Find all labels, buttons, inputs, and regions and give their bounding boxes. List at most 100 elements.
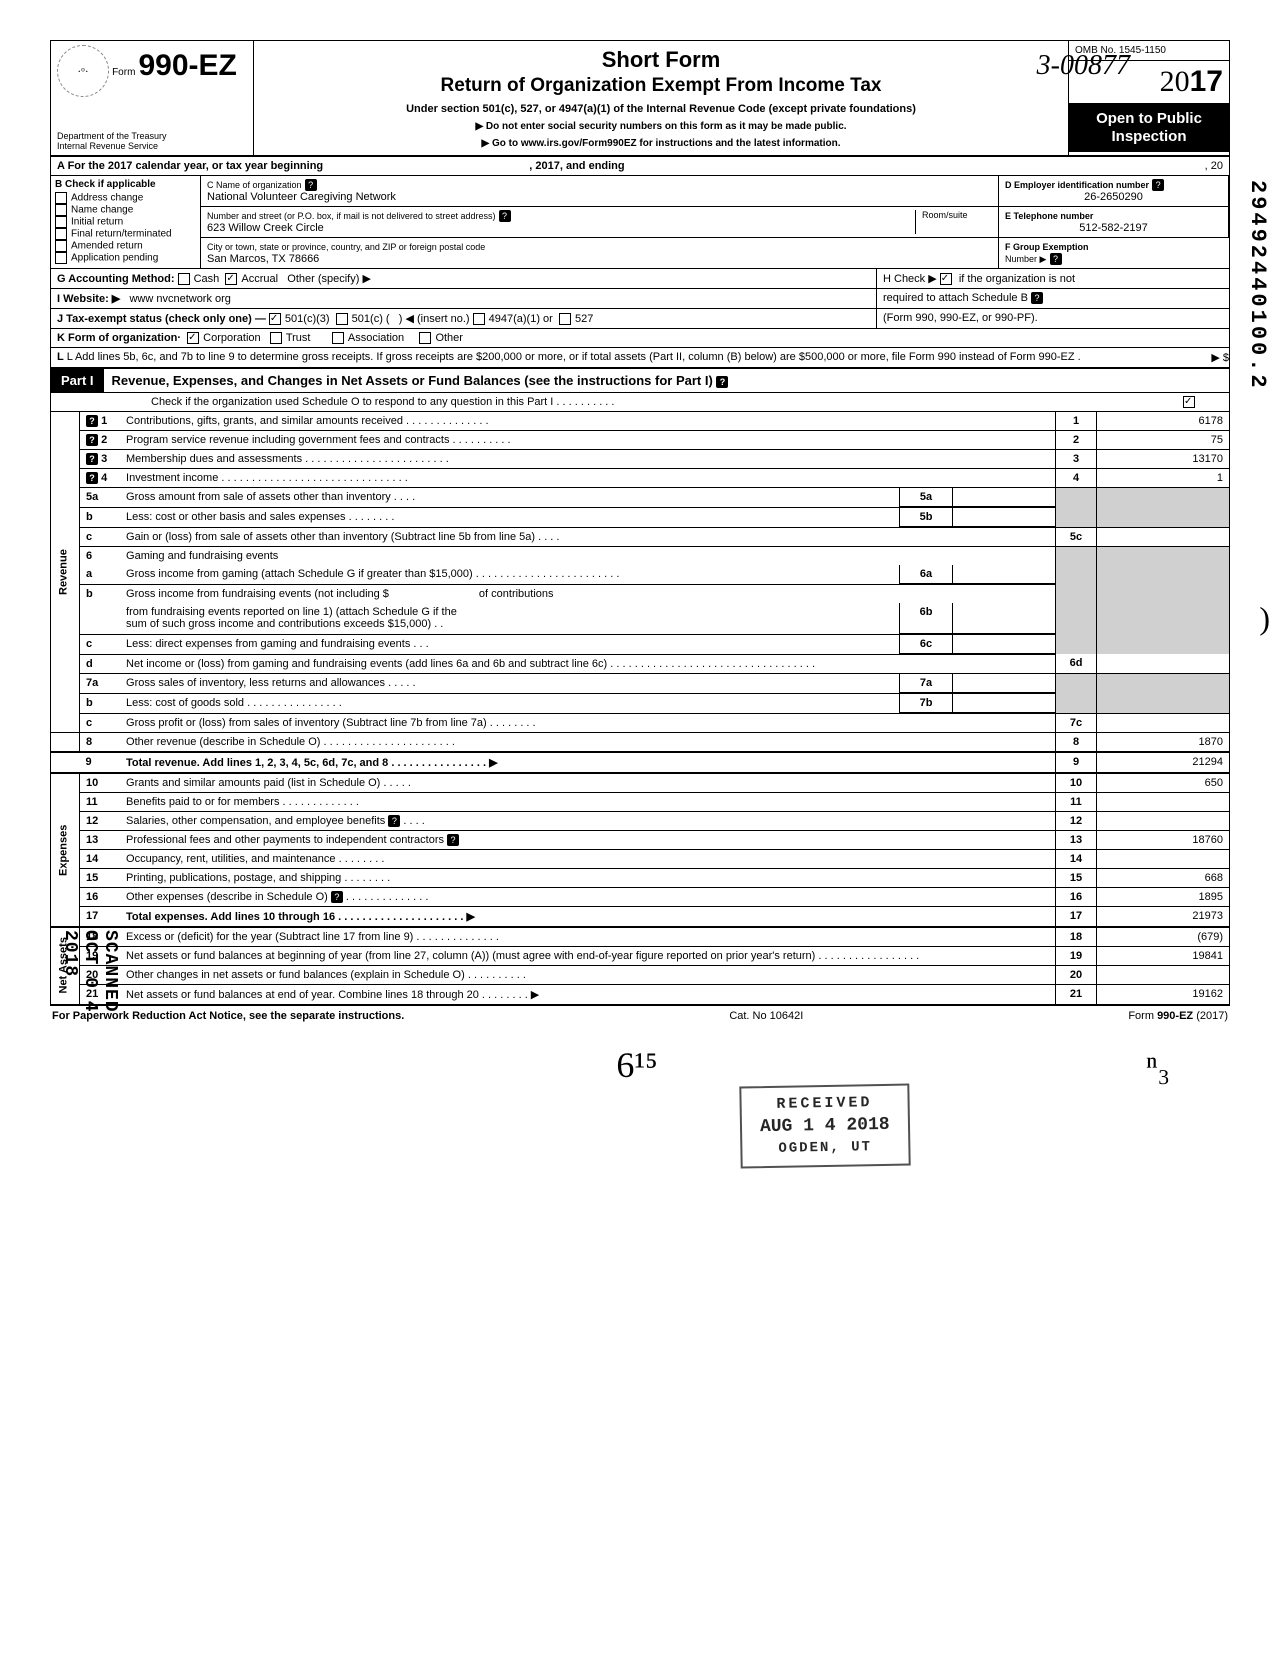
part1-tag: Part I (51, 369, 104, 392)
help-icon[interactable]: ? (86, 453, 98, 465)
handwritten-side-mark: ) (1259, 600, 1270, 637)
row-line-6c: cLess: direct expenses from gaming and f… (51, 634, 1230, 654)
handwritten-bottom-right: ⁿ₃ (1146, 1044, 1170, 1086)
row-line-10: Expenses10Grants and similar amounts pai… (51, 773, 1230, 793)
phone-value: 512-582-2197 (1005, 222, 1222, 234)
amt-5c (1097, 528, 1230, 547)
amt-14 (1097, 849, 1230, 868)
help-icon[interactable]: ? (1152, 179, 1164, 191)
help-icon[interactable]: ? (447, 834, 459, 846)
section-subtitle: Under section 501(c), 527, or 4947(a)(1)… (262, 103, 1060, 115)
cb-initial-return[interactable] (55, 216, 67, 228)
help-icon[interactable]: ? (86, 472, 98, 484)
cell-e: E Telephone number 512-582-2197 (999, 207, 1229, 238)
ein-value: 26-2650290 (1005, 191, 1222, 203)
cb-trust[interactable] (270, 332, 282, 344)
row-line-19: 19Net assets or fund balances at beginni… (51, 946, 1230, 965)
website-instruction: ▶ Go to www.irs.gov/Form990EZ for instru… (262, 138, 1060, 149)
cb-501c[interactable] (336, 313, 348, 325)
help-icon[interactable]: ? (86, 415, 98, 427)
cell-c-name: C Name of organization ? National Volunt… (201, 176, 999, 207)
amt-7c (1097, 713, 1230, 732)
return-title: Return of Organization Exempt From Incom… (262, 75, 1060, 97)
row-h: H Check ▶ if the organization is not (877, 269, 1229, 288)
barcode-number-side: 29492440100.2 (1245, 180, 1270, 391)
cb-amended-return[interactable] (55, 240, 67, 252)
line-a-prefix: A For the 2017 calendar year, or tax yea… (57, 160, 323, 172)
street-value: 623 Willow Creek Circle (207, 222, 324, 234)
help-icon[interactable]: ? (499, 210, 511, 222)
line-l-text: L Add lines 5b, 6c, and 7b to line 9 to … (67, 351, 1081, 363)
amt-17: 21973 (1097, 906, 1230, 927)
row-line-20: 20Other changes in net assets or fund ba… (51, 965, 1230, 984)
amt-6d (1097, 654, 1230, 673)
help-icon[interactable]: ? (331, 891, 343, 903)
revenue-side-label: Revenue (51, 412, 80, 732)
cb-schedule-b-not-required[interactable] (940, 273, 952, 285)
help-icon[interactable]: ? (388, 815, 400, 827)
footer-mid: Cat. No 10642I (729, 1010, 803, 1022)
block-b: B Check if applicable Address change Nam… (51, 176, 201, 269)
header-middle: Short Form Return of Organization Exempt… (254, 41, 1069, 155)
irs-seal-icon: ·ᵒ· (57, 45, 109, 97)
row-line-4: ? 4Investment income . . . . . . . . . .… (51, 469, 1230, 488)
cb-final-return[interactable] (55, 228, 67, 240)
amt-18: (679) (1097, 927, 1230, 947)
footer: For Paperwork Reduction Act Notice, see … (50, 1005, 1230, 1026)
amt-2: 75 (1097, 431, 1230, 450)
help-icon[interactable]: ? (716, 376, 728, 388)
cb-4947[interactable] (473, 313, 485, 325)
ssn-warning: ▶ Do not enter social security numbers o… (262, 121, 1060, 132)
cb-other[interactable] (419, 332, 431, 344)
cb-accrual[interactable] (225, 273, 237, 285)
cell-f: F Group Exemption Number ▶ ? (999, 238, 1229, 269)
cell-street: Number and street (or P.O. box, if mail … (201, 207, 999, 238)
row-line-7b: bLess: cost of goods sold . . . . . . . … (51, 693, 1230, 713)
row-line-5b: bLess: cost or other basis and sales exp… (51, 508, 1230, 528)
dept-irs: Internal Revenue Service (57, 141, 247, 151)
part1-table: Revenue ? 1 Contributions, gifts, grants… (50, 412, 1230, 1005)
row-line-7a: 7aGross sales of inventory, less returns… (51, 673, 1230, 693)
website-value: www nvcnetwork org (129, 293, 230, 305)
block-b-header: B Check if applicable (55, 179, 196, 190)
row-j-h3: J Tax-exempt status (check only one) — 5… (50, 309, 1230, 329)
cb-527[interactable] (559, 313, 571, 325)
row-line-5a: 5a Gross amount from sale of assets othe… (51, 488, 1230, 508)
row-line-7c: cGross profit or (loss) from sales of in… (51, 713, 1230, 732)
footer-right: Form 990-EZ (2017) (1128, 1010, 1228, 1022)
cb-cash[interactable] (178, 273, 190, 285)
row-line-11: 11Benefits paid to or for members . . . … (51, 792, 1230, 811)
amt-13: 18760 (1097, 830, 1230, 849)
open-to-public: Open to Public Inspection (1069, 104, 1229, 152)
cb-corporation[interactable] (187, 332, 199, 344)
row-line-14: 14Occupancy, rent, utilities, and mainte… (51, 849, 1230, 868)
help-icon[interactable]: ? (1050, 253, 1062, 265)
row-line-6b-1: bGross income from fundraising events (n… (51, 585, 1230, 604)
cb-501c3[interactable] (269, 313, 281, 325)
dept-treasury: Department of the Treasury (57, 131, 247, 141)
part1-header: Part I Revenue, Expenses, and Changes in… (50, 368, 1230, 393)
short-form-title: Short Form (262, 47, 1060, 73)
row-line-21: 21Net assets or fund balances at end of … (51, 984, 1230, 1004)
cb-address-change[interactable] (55, 192, 67, 204)
city-value: San Marcos, TX 78666 (207, 253, 319, 265)
help-icon[interactable]: ? (305, 179, 317, 191)
year-suffix: 17 (1190, 65, 1223, 98)
help-icon[interactable]: ? (1031, 292, 1043, 304)
cell-city: City or town, state or province, country… (201, 238, 999, 269)
row-line-6a: aGross income from gaming (attach Schedu… (51, 565, 1230, 585)
cb-association[interactable] (332, 332, 344, 344)
form-prefix: Form (112, 67, 135, 78)
row-line-9: 9Total revenue. Add lines 1, 2, 3, 4, 5c… (51, 752, 1230, 773)
help-icon[interactable]: ? (86, 434, 98, 446)
row-line-6d: dNet income or (loss) from gaming and fu… (51, 654, 1230, 673)
cb-schedule-o-used[interactable] (1183, 396, 1195, 408)
line-l-arrow: ▶ $ (1211, 351, 1229, 364)
cb-name-change[interactable] (55, 204, 67, 216)
cb-application-pending[interactable] (55, 252, 67, 264)
amt-9: 21294 (1097, 752, 1230, 773)
row-line-18: Net Assets18Excess or (deficit) for the … (51, 927, 1230, 947)
room-suite-label: Room/suite (916, 210, 992, 234)
row-g-h: G Accounting Method: Cash Accrual Other … (50, 269, 1230, 289)
year-prefix: 20 (1160, 65, 1190, 98)
